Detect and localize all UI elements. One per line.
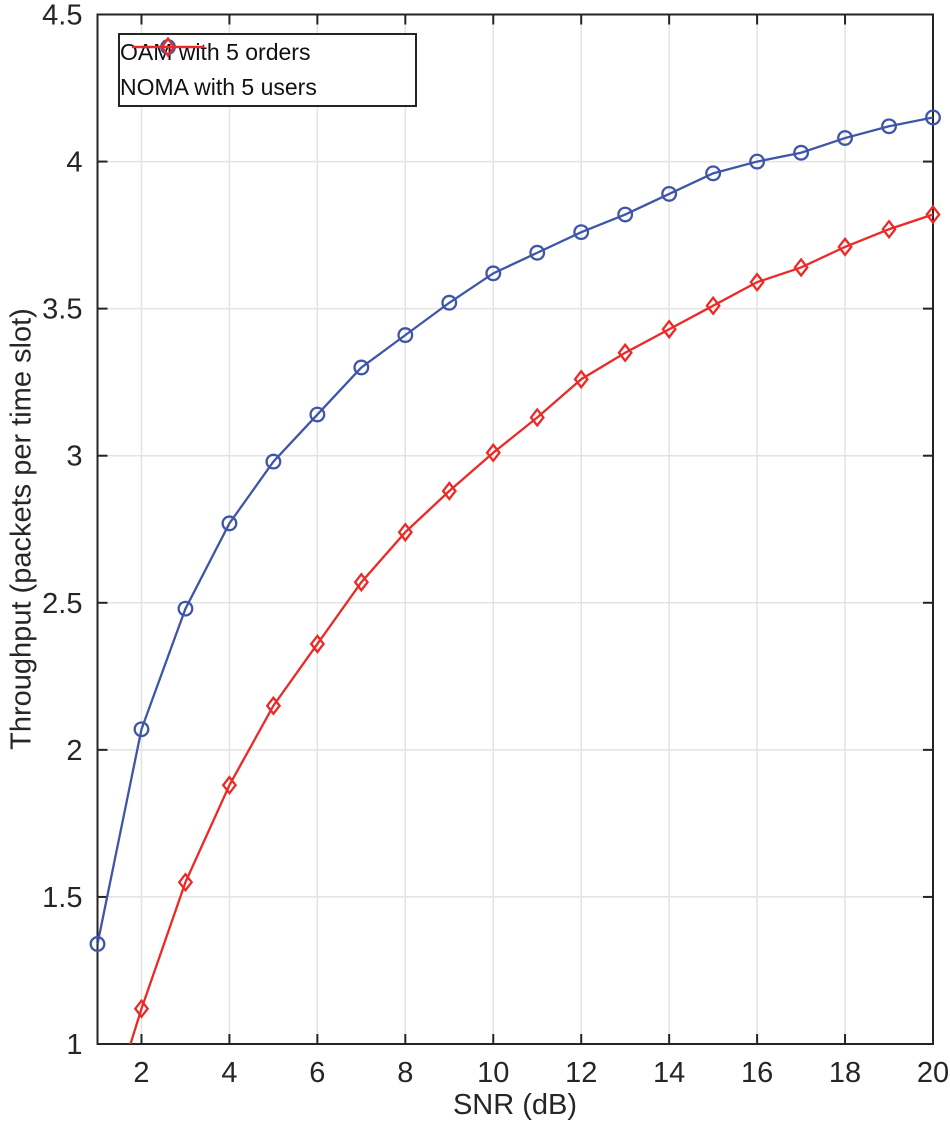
x-tick-label: 20 — [917, 1057, 949, 1089]
legend-label-noma: NOMA with 5 users — [120, 74, 317, 100]
y-tick-label: 2.5 — [42, 588, 82, 620]
x-tick-label: 10 — [477, 1057, 509, 1089]
data-point-diamond — [837, 236, 853, 257]
data-point-circle — [309, 406, 326, 423]
data-point-circle — [617, 206, 634, 223]
y-tick-label: 4.5 — [42, 0, 82, 32]
x-tick-label: 14 — [653, 1057, 685, 1089]
series-line-diamond — [129, 213, 933, 1044]
data-point-circle — [881, 118, 897, 135]
legend: OAM with 5 orders NOMA with 5 users — [118, 33, 417, 107]
data-point-circle — [529, 244, 546, 261]
data-point-diamond — [309, 634, 326, 654]
x-tick-label: 8 — [397, 1057, 413, 1089]
y-tick-label: 1 — [66, 1029, 82, 1061]
x-tick-label: 12 — [565, 1057, 597, 1089]
data-point-diamond — [881, 219, 897, 240]
y-tick-label: 2 — [66, 735, 82, 767]
y-tick-label: 3.5 — [42, 294, 82, 326]
noma-line-diamond-icon — [132, 36, 204, 58]
x-tick-label: 18 — [829, 1057, 861, 1089]
data-point-diamond — [265, 695, 282, 716]
data-point-diamond — [485, 442, 501, 463]
data-point-diamond — [529, 407, 545, 428]
data-point-circle — [793, 144, 810, 161]
y-tick-label: 3 — [66, 441, 82, 473]
y-tick-label: 4 — [66, 147, 82, 179]
data-point-circle — [573, 224, 590, 241]
data-point-diamond — [441, 481, 457, 501]
data-point-circle — [661, 185, 678, 202]
series-line-circle — [97, 116, 933, 945]
x-axis-label: SNR (dB) — [452, 1089, 578, 1121]
data-point-circle — [133, 721, 150, 738]
axes-border — [96, 13, 934, 1045]
data-point-diamond — [793, 257, 809, 278]
data-point-diamond — [177, 872, 194, 893]
data-point-circle — [485, 265, 502, 282]
data-point-circle — [925, 109, 941, 126]
data-point-circle — [397, 327, 414, 344]
series-line-group — [97, 116, 933, 945]
x-tick-label: 2 — [133, 1057, 149, 1089]
data-point-diamond — [397, 522, 413, 543]
y-axis-label: Throughput (packets per time slot) — [5, 308, 38, 750]
data-point-diamond — [353, 572, 369, 593]
data-point-circle — [837, 130, 854, 146]
y-tick-label: 1.5 — [42, 882, 82, 914]
data-point-circle — [353, 359, 370, 376]
data-point-circle — [177, 600, 194, 617]
data-point-diamond — [661, 319, 677, 340]
series-line-group — [129, 213, 933, 1044]
legend-item-noma: NOMA with 5 users — [120, 36, 415, 104]
data-point-diamond — [749, 272, 765, 293]
x-tick-label: 16 — [741, 1057, 773, 1089]
data-point-diamond — [573, 369, 589, 390]
data-point-diamond — [925, 204, 941, 225]
data-point-circle — [221, 515, 238, 532]
data-point-circle — [441, 294, 458, 311]
data-point-diamond — [617, 342, 633, 363]
data-point-diamond — [705, 295, 721, 316]
data-point-circle — [705, 165, 722, 182]
data-point-diamond — [133, 998, 150, 1019]
data-point-circle — [749, 153, 766, 170]
data-point-circle — [265, 453, 282, 470]
x-tick-label: 4 — [221, 1057, 237, 1089]
data-point-diamond — [221, 775, 238, 796]
data-point-circle — [89, 936, 106, 952]
x-tick-label: 6 — [309, 1057, 325, 1089]
